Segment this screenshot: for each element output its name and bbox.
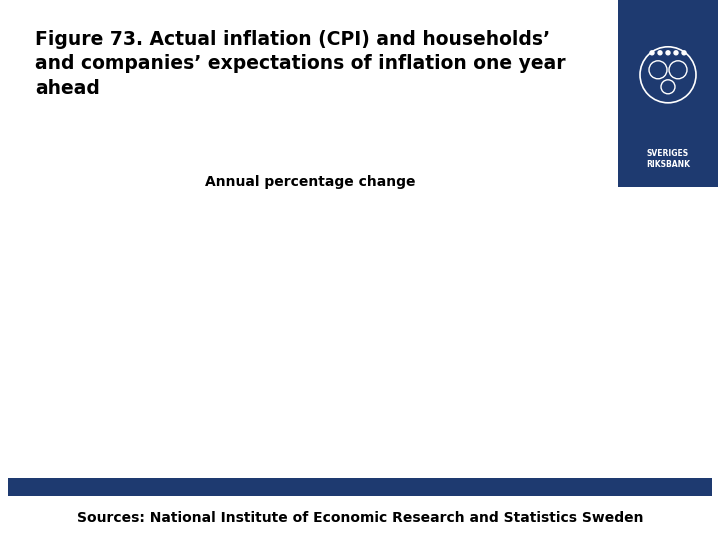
- Text: SVERIGES
RIKSBANK: SVERIGES RIKSBANK: [646, 148, 690, 170]
- FancyBboxPatch shape: [8, 478, 712, 496]
- Text: Annual percentage change: Annual percentage change: [204, 175, 415, 189]
- FancyBboxPatch shape: [618, 0, 718, 187]
- Text: Sources: National Institute of Economic Research and Statistics Sweden: Sources: National Institute of Economic …: [77, 511, 643, 525]
- Text: Figure 73. Actual inflation (CPI) and households’
and companies’ expectations of: Figure 73. Actual inflation (CPI) and ho…: [35, 30, 566, 98]
- Circle shape: [666, 51, 670, 55]
- Circle shape: [650, 51, 654, 55]
- Circle shape: [674, 51, 678, 55]
- Circle shape: [658, 51, 662, 55]
- Circle shape: [682, 51, 686, 55]
